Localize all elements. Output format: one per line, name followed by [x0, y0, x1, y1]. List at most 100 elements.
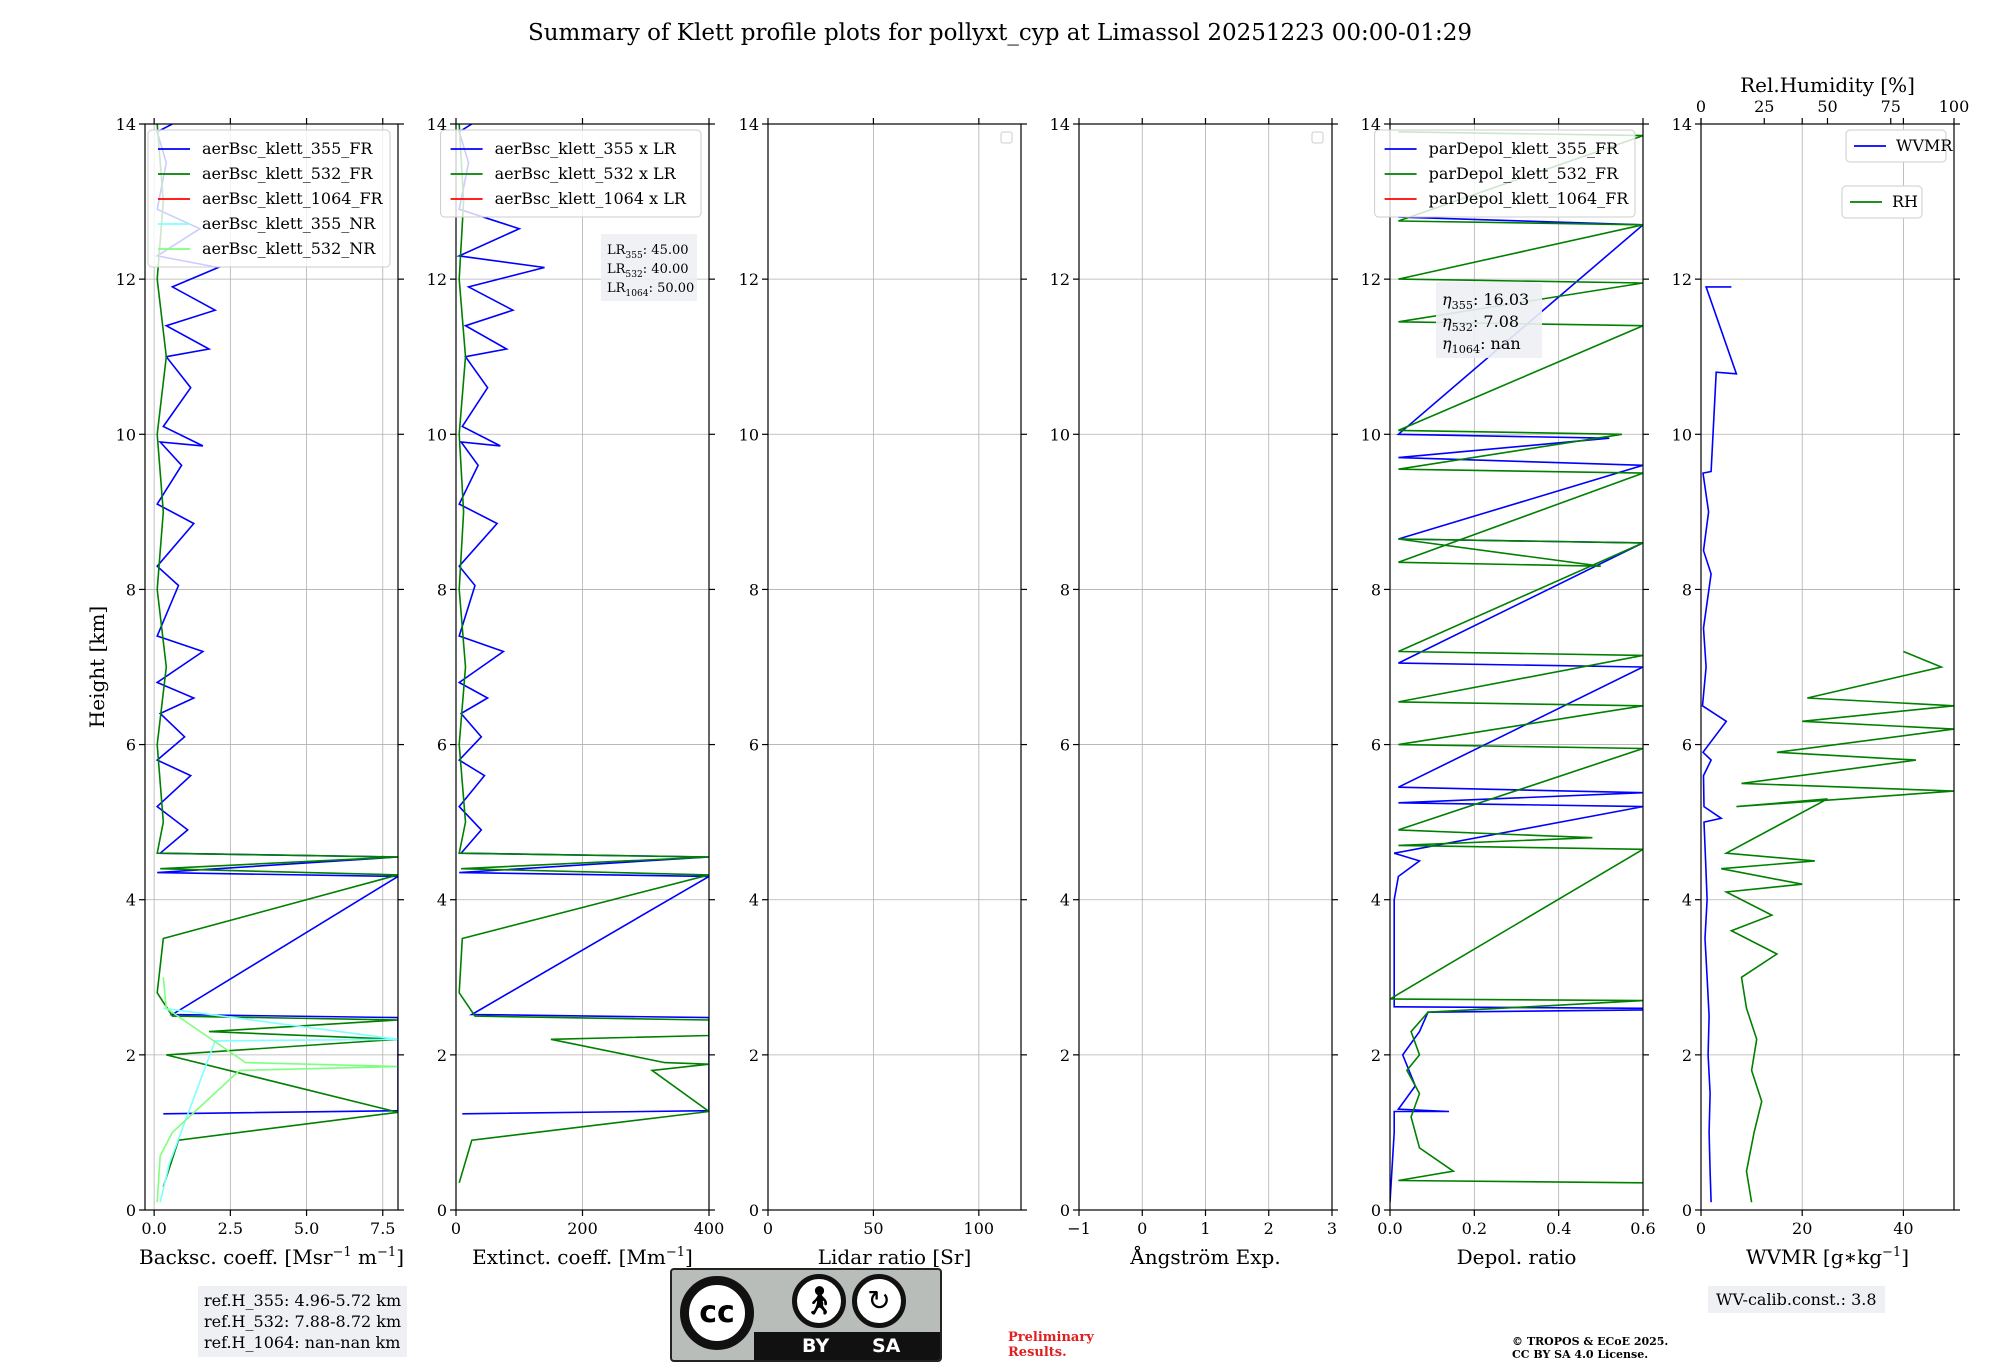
x2-tick-label: 50 — [1817, 97, 1837, 116]
annotation-line: LR1064: 50.00 — [607, 281, 694, 299]
y-tick-label: 6 — [437, 736, 447, 755]
x-tick-label: 1 — [1200, 1219, 1210, 1238]
annotation-subscript: 1064 — [625, 289, 648, 299]
preliminary-note: Preliminary Results. — [1008, 1330, 1094, 1360]
person-icon: 🚶︎ — [792, 1274, 846, 1328]
series-line-aerBsc_klett_532 x LR — [458, 124, 709, 1184]
cc-sa-label: SA — [872, 1335, 901, 1357]
y-tick-label: 8 — [1371, 580, 1381, 599]
x2-tick-label: 100 — [1939, 97, 1970, 116]
x-tick-label: 7.5 — [370, 1219, 395, 1238]
annotation-subscript: 1064 — [1452, 343, 1480, 356]
x-label-superscript: −1 — [1882, 1245, 1901, 1260]
y-tick-label: 4 — [126, 891, 136, 910]
ref-height-355: ref.H_355: 4.96-5.72 km — [204, 1291, 402, 1310]
series-line-aerBsc_klett_355_FR — [155, 124, 398, 1115]
legend-label: aerBsc_klett_355 x LR — [495, 139, 677, 158]
y-tick-label: 6 — [1060, 736, 1070, 755]
annotation-name: η — [1442, 290, 1452, 309]
x-tick-label: 0.6 — [1630, 1219, 1655, 1238]
legend-label: aerBsc_klett_355_FR — [202, 139, 373, 158]
y-tick-label: 10 — [1050, 425, 1070, 444]
sharealike-icon: ↻ — [852, 1274, 906, 1328]
x-axis-label: Backsc. coeff. [Msr−1 m−1] — [139, 1245, 404, 1269]
y-tick-label: 4 — [437, 891, 447, 910]
y-tick-label: 4 — [749, 891, 759, 910]
panel-lidar-ratio: 0 50 100 0 2 4 6 8 10 12 14 Lidar ratio [Sr] — [739, 115, 1027, 1269]
annotation-box — [601, 234, 697, 301]
x-axis-label: Lidar ratio [Sr] — [818, 1245, 972, 1269]
x2-axis-label: Rel.Humidity [%] — [1740, 73, 1915, 97]
y-tick-label: 12 — [116, 270, 136, 289]
panel-backscatter: 0.0 2.5 5.0 7.5 0 2 4 6 8 10 12 14 Backsc. coeff. [M… — [85, 115, 404, 1269]
x-tick-label: 40 — [1893, 1219, 1913, 1238]
x-tick-label: 0 — [451, 1219, 461, 1238]
x-tick-label: 5.0 — [294, 1219, 319, 1238]
x-tick-label: 0 — [1137, 1219, 1147, 1238]
x-axis-label: Depol. ratio — [1457, 1245, 1577, 1269]
empty-legend — [1000, 131, 1013, 144]
annotation-value: : 16.03 — [1473, 290, 1529, 309]
x-tick-label: 400 — [694, 1219, 725, 1238]
x2-tick-label: 75 — [1881, 97, 1901, 116]
annotation-subscript: 532 — [1452, 321, 1473, 334]
y-tick-label: 0 — [749, 1201, 759, 1220]
y-tick-label: 14 — [427, 115, 447, 134]
y-tick-label: 10 — [116, 425, 136, 444]
x-label-part: Extinct. coeff. [Mm — [472, 1245, 666, 1269]
x-tick-label: 0 — [1696, 1219, 1706, 1238]
y-tick-label: 12 — [1050, 270, 1070, 289]
annotation-line: LR355: 45.00 — [607, 243, 689, 261]
legend-box — [440, 129, 702, 218]
axes-frame — [767, 123, 1022, 1211]
series-line-aerBsc_klett_532_FR — [156, 124, 398, 1187]
x-tick-label: 200 — [567, 1219, 598, 1238]
axes-frame — [1389, 123, 1644, 1211]
legend-label: aerBsc_klett_532_FR — [202, 164, 373, 183]
annotation-subscript: 355 — [625, 251, 643, 261]
y-tick-label: 6 — [749, 736, 759, 755]
annotation-value: : 7.08 — [1473, 312, 1519, 331]
y-tick-label: 14 — [1361, 115, 1381, 134]
x-tick-label: 0.0 — [141, 1219, 166, 1238]
annotation-name: η — [1442, 312, 1452, 331]
y-tick-label: 8 — [1060, 580, 1070, 599]
legend-box — [147, 129, 391, 268]
y-tick-label: 2 — [749, 1046, 759, 1065]
x-tick-label: −1 — [1067, 1219, 1091, 1238]
y-tick-label: 2 — [1371, 1046, 1381, 1065]
y-tick-label: 6 — [1682, 736, 1692, 755]
legend-label: aerBsc_klett_355_NR — [202, 214, 376, 233]
figure-title: Summary of Klett profile plots for polly… — [527, 20, 1473, 46]
x-tick-label: 0.0 — [1377, 1219, 1402, 1238]
panel-depol: 0.0 0.2 0.4 0.6 0 2 4 6 8 10 12 14 Depol. ratio parDe… — [1361, 115, 1656, 1269]
y-tick-label: 2 — [126, 1046, 136, 1065]
copyright-note: © TROPOS & ECoE 2025. CC BY SA 4.0 Licen… — [1512, 1335, 1668, 1361]
x2-tick-label: 25 — [1754, 97, 1774, 116]
empty-legend — [1311, 131, 1324, 144]
x-label-superscript: −1 — [377, 1245, 396, 1260]
annotation-line: η532: 7.08 — [1442, 312, 1519, 334]
y-tick-label: 4 — [1371, 891, 1381, 910]
x-tick-label: 50 — [863, 1219, 883, 1238]
x-tick-label: 2 — [1264, 1219, 1274, 1238]
y-tick-label: 6 — [1371, 736, 1381, 755]
annotation-line: LR532: 40.00 — [607, 262, 689, 280]
y-tick-label: 10 — [739, 425, 759, 444]
legend-label: aerBsc_klett_532 x LR — [495, 164, 677, 183]
annotation-value: : 40.00 — [643, 262, 689, 277]
series-line-WVMR — [1701, 286, 1738, 1203]
x-label-part: ] — [1901, 1245, 1909, 1269]
y-tick-label: 6 — [126, 736, 136, 755]
legend-label: aerBsc_klett_1064 x LR — [495, 189, 687, 208]
y-tick-label: 10 — [427, 425, 447, 444]
y-tick-label: 0 — [437, 1201, 447, 1220]
y-tick-label: 4 — [1060, 891, 1070, 910]
y-tick-label: 12 — [739, 270, 759, 289]
annotation-box — [1436, 282, 1542, 358]
legend-label: aerBsc_klett_1064_FR — [202, 189, 384, 208]
legend-label: aerBsc_klett_532_NR — [202, 239, 376, 258]
preliminary-line-2: Results. — [1008, 1345, 1067, 1360]
x-tick-label: 20 — [1792, 1219, 1812, 1238]
